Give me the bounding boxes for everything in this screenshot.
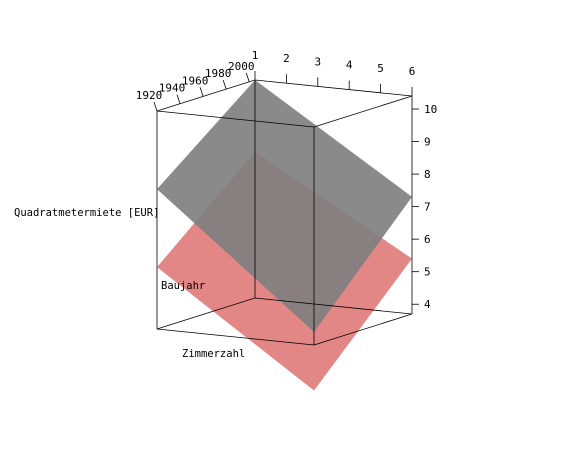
baujahr-tick-mark	[222, 79, 227, 90]
box-edge-6	[313, 313, 413, 346]
box-edge-0	[156, 79, 256, 112]
zimmerzahl-tick-label: 4	[346, 59, 353, 72]
miete-tick-label: 8	[424, 168, 431, 181]
baujahr-axis-title: Baujahr	[161, 280, 205, 292]
miete-tick-label: 6	[424, 233, 431, 246]
baujahr-tick-mark	[176, 94, 181, 104]
zimmerzahl-tick-label: 6	[409, 65, 416, 78]
miete-axis-title: Quadratmetermiete [EUR]	[14, 207, 159, 219]
labels-layer: Quadratmetermiete [EUR] Baujahr Zimmerzahl	[14, 207, 245, 360]
baujahr-tick-label: 1920	[136, 89, 163, 102]
miete-tick-label: 7	[424, 201, 431, 214]
zimmerzahl-tick-label: 1	[252, 49, 259, 62]
box-edge-4	[156, 297, 256, 330]
box-edge-5	[254, 297, 413, 315]
baujahr-tick-mark	[153, 101, 158, 112]
miete-tick-label: 10	[424, 103, 437, 116]
box-edge-2	[313, 95, 413, 128]
miete-tick-label: 9	[424, 136, 431, 149]
baujahr-tick-label: 1980	[205, 67, 232, 80]
zimmerzahl-tick-label: 5	[377, 62, 384, 75]
baujahr-tick-mark	[199, 87, 204, 97]
baujahr-tick-label: 1940	[159, 82, 186, 95]
box-edge-1	[254, 79, 413, 97]
planes-layer	[157, 80, 412, 391]
box-edge-7	[156, 328, 315, 346]
miete-tick-label: 5	[424, 266, 431, 279]
baujahr-tick-mark	[245, 72, 250, 82]
zimmerzahl-tick-label: 2	[283, 52, 290, 65]
zimmerzahl-axis-title: Zimmerzahl	[182, 348, 245, 360]
baujahr-tick-label: 2000	[228, 60, 255, 73]
miete-tick-label: 4	[424, 298, 431, 311]
baujahr-tick-label: 1960	[182, 74, 209, 87]
zimmerzahl-tick-label: 3	[314, 55, 321, 68]
box-edge-3	[156, 110, 315, 128]
bounding-box	[156, 79, 413, 346]
plane-0	[157, 80, 412, 332]
